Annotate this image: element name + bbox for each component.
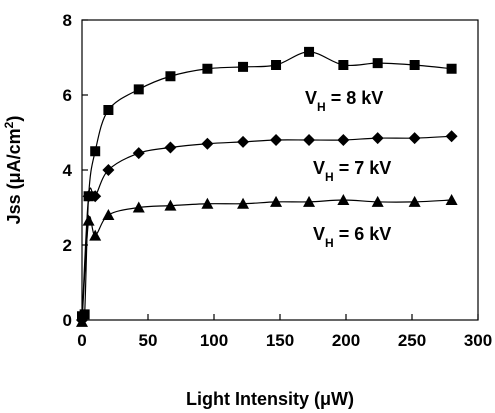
- x-tick-label: 150: [266, 331, 294, 350]
- x-tick-label: 0: [77, 331, 86, 350]
- data-point-triangle: [76, 315, 88, 327]
- data-point-square: [103, 105, 114, 115]
- data-point-triangle: [445, 194, 458, 205]
- data-point-square: [202, 63, 213, 74]
- x-axis-title: Light Intensity (μW): [186, 389, 354, 409]
- series-label-6kv: VH = 6 kV: [313, 224, 391, 250]
- data-point-square: [372, 58, 383, 69]
- data-point-square: [165, 71, 176, 82]
- y-axis-ticks: 0 2 4 6 8: [63, 11, 88, 330]
- y-axis-title: Jss (μA/cm2): [2, 116, 24, 225]
- series-line-1: [81, 135, 452, 321]
- data-point-diamond: [237, 135, 250, 148]
- y-tick-label: 2: [63, 236, 72, 255]
- data-point-diamond: [132, 147, 145, 160]
- data-point-diamond: [408, 132, 421, 145]
- data-point-triangle: [237, 197, 250, 209]
- y-tick-label: 8: [63, 11, 72, 30]
- data-point-diamond: [89, 190, 102, 203]
- x-tick-label: 50: [139, 331, 158, 350]
- x-tick-label: 100: [200, 331, 228, 350]
- data-point-triangle: [408, 195, 421, 207]
- data-point-square: [271, 60, 282, 70]
- data-point-diamond: [270, 134, 283, 146]
- data-point-triangle: [303, 195, 316, 207]
- data-point-triangle: [337, 194, 350, 205]
- data-point-square: [446, 63, 457, 74]
- data-point-triangle: [89, 229, 102, 241]
- data-point-square: [90, 146, 101, 157]
- y-tick-label: 4: [63, 161, 73, 180]
- series-layer: [76, 46, 458, 327]
- series-line-2: [81, 199, 452, 322]
- data-point-square: [338, 60, 349, 70]
- data-point-diamond: [201, 137, 214, 150]
- x-tick-label: 300: [464, 331, 492, 350]
- series-label-8kv: VH = 8 kV: [305, 88, 383, 114]
- data-point-diamond: [371, 132, 384, 145]
- data-point-triangle: [164, 199, 177, 211]
- data-point-square: [409, 60, 420, 70]
- data-point-diamond: [445, 130, 458, 143]
- data-point-triangle: [371, 195, 384, 207]
- x-tick-label: 250: [398, 331, 426, 350]
- series-label-7kv: VH = 7 kV: [313, 158, 391, 184]
- data-point-triangle: [270, 195, 283, 207]
- data-point-diamond: [102, 164, 115, 176]
- data-point-triangle: [201, 197, 214, 209]
- data-point-triangle: [82, 214, 95, 226]
- data-point-square: [304, 46, 315, 57]
- data-point-diamond: [82, 190, 95, 203]
- data-point-diamond: [303, 134, 316, 146]
- data-point-square: [133, 84, 144, 95]
- data-point-triangle: [102, 209, 115, 220]
- y-tick-label: 6: [63, 86, 72, 105]
- data-point-diamond: [337, 134, 350, 146]
- data-point-square: [79, 309, 90, 320]
- x-tick-label: 200: [332, 331, 360, 350]
- x-axis-ticks: 0 50 100 150 200 250 300: [77, 314, 492, 350]
- data-point-square: [238, 61, 249, 72]
- y-tick-label: 0: [63, 311, 72, 330]
- data-point-triangle: [132, 201, 145, 213]
- data-point-diamond: [164, 141, 177, 154]
